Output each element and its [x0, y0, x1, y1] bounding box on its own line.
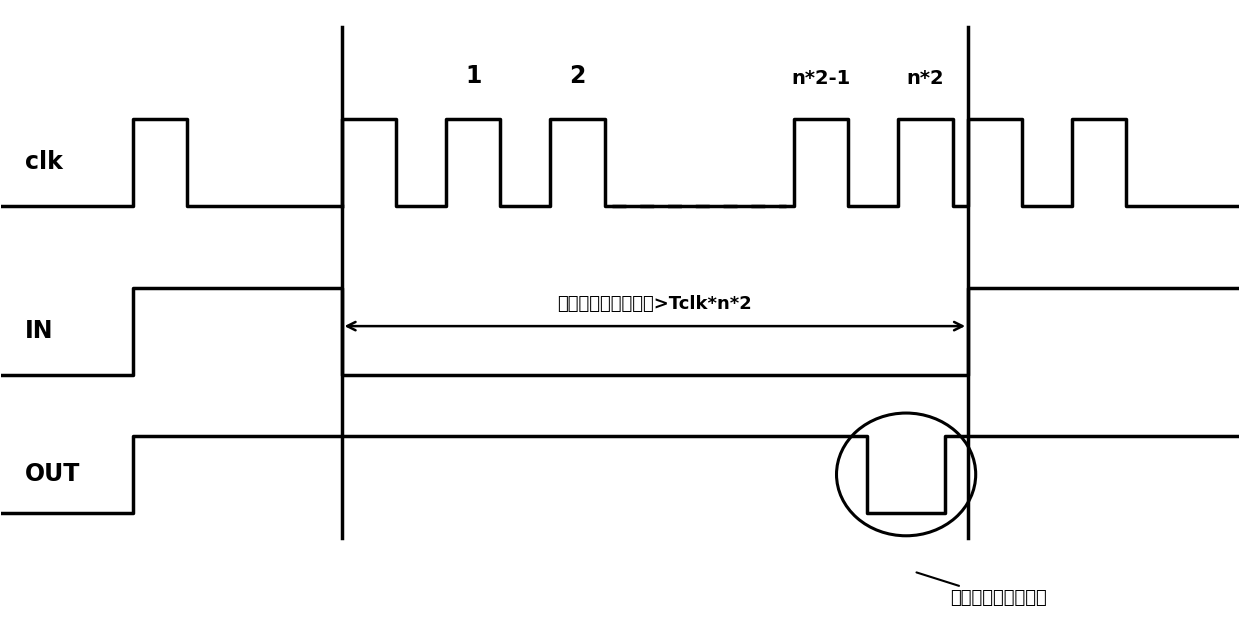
Text: 干扰信号低脉冲时间>Tclk*n*2: 干扰信号低脉冲时间>Tclk*n*2 [558, 295, 753, 313]
Text: IN: IN [25, 319, 53, 343]
Text: 输出低电平复低脉冲: 输出低电平复低脉冲 [916, 573, 1048, 607]
Text: n*2-1: n*2-1 [791, 69, 851, 89]
Text: 1: 1 [465, 64, 481, 89]
Text: OUT: OUT [25, 462, 79, 487]
Text: n*2: n*2 [906, 69, 944, 89]
Text: 2: 2 [569, 64, 585, 89]
Text: clk: clk [25, 150, 62, 175]
